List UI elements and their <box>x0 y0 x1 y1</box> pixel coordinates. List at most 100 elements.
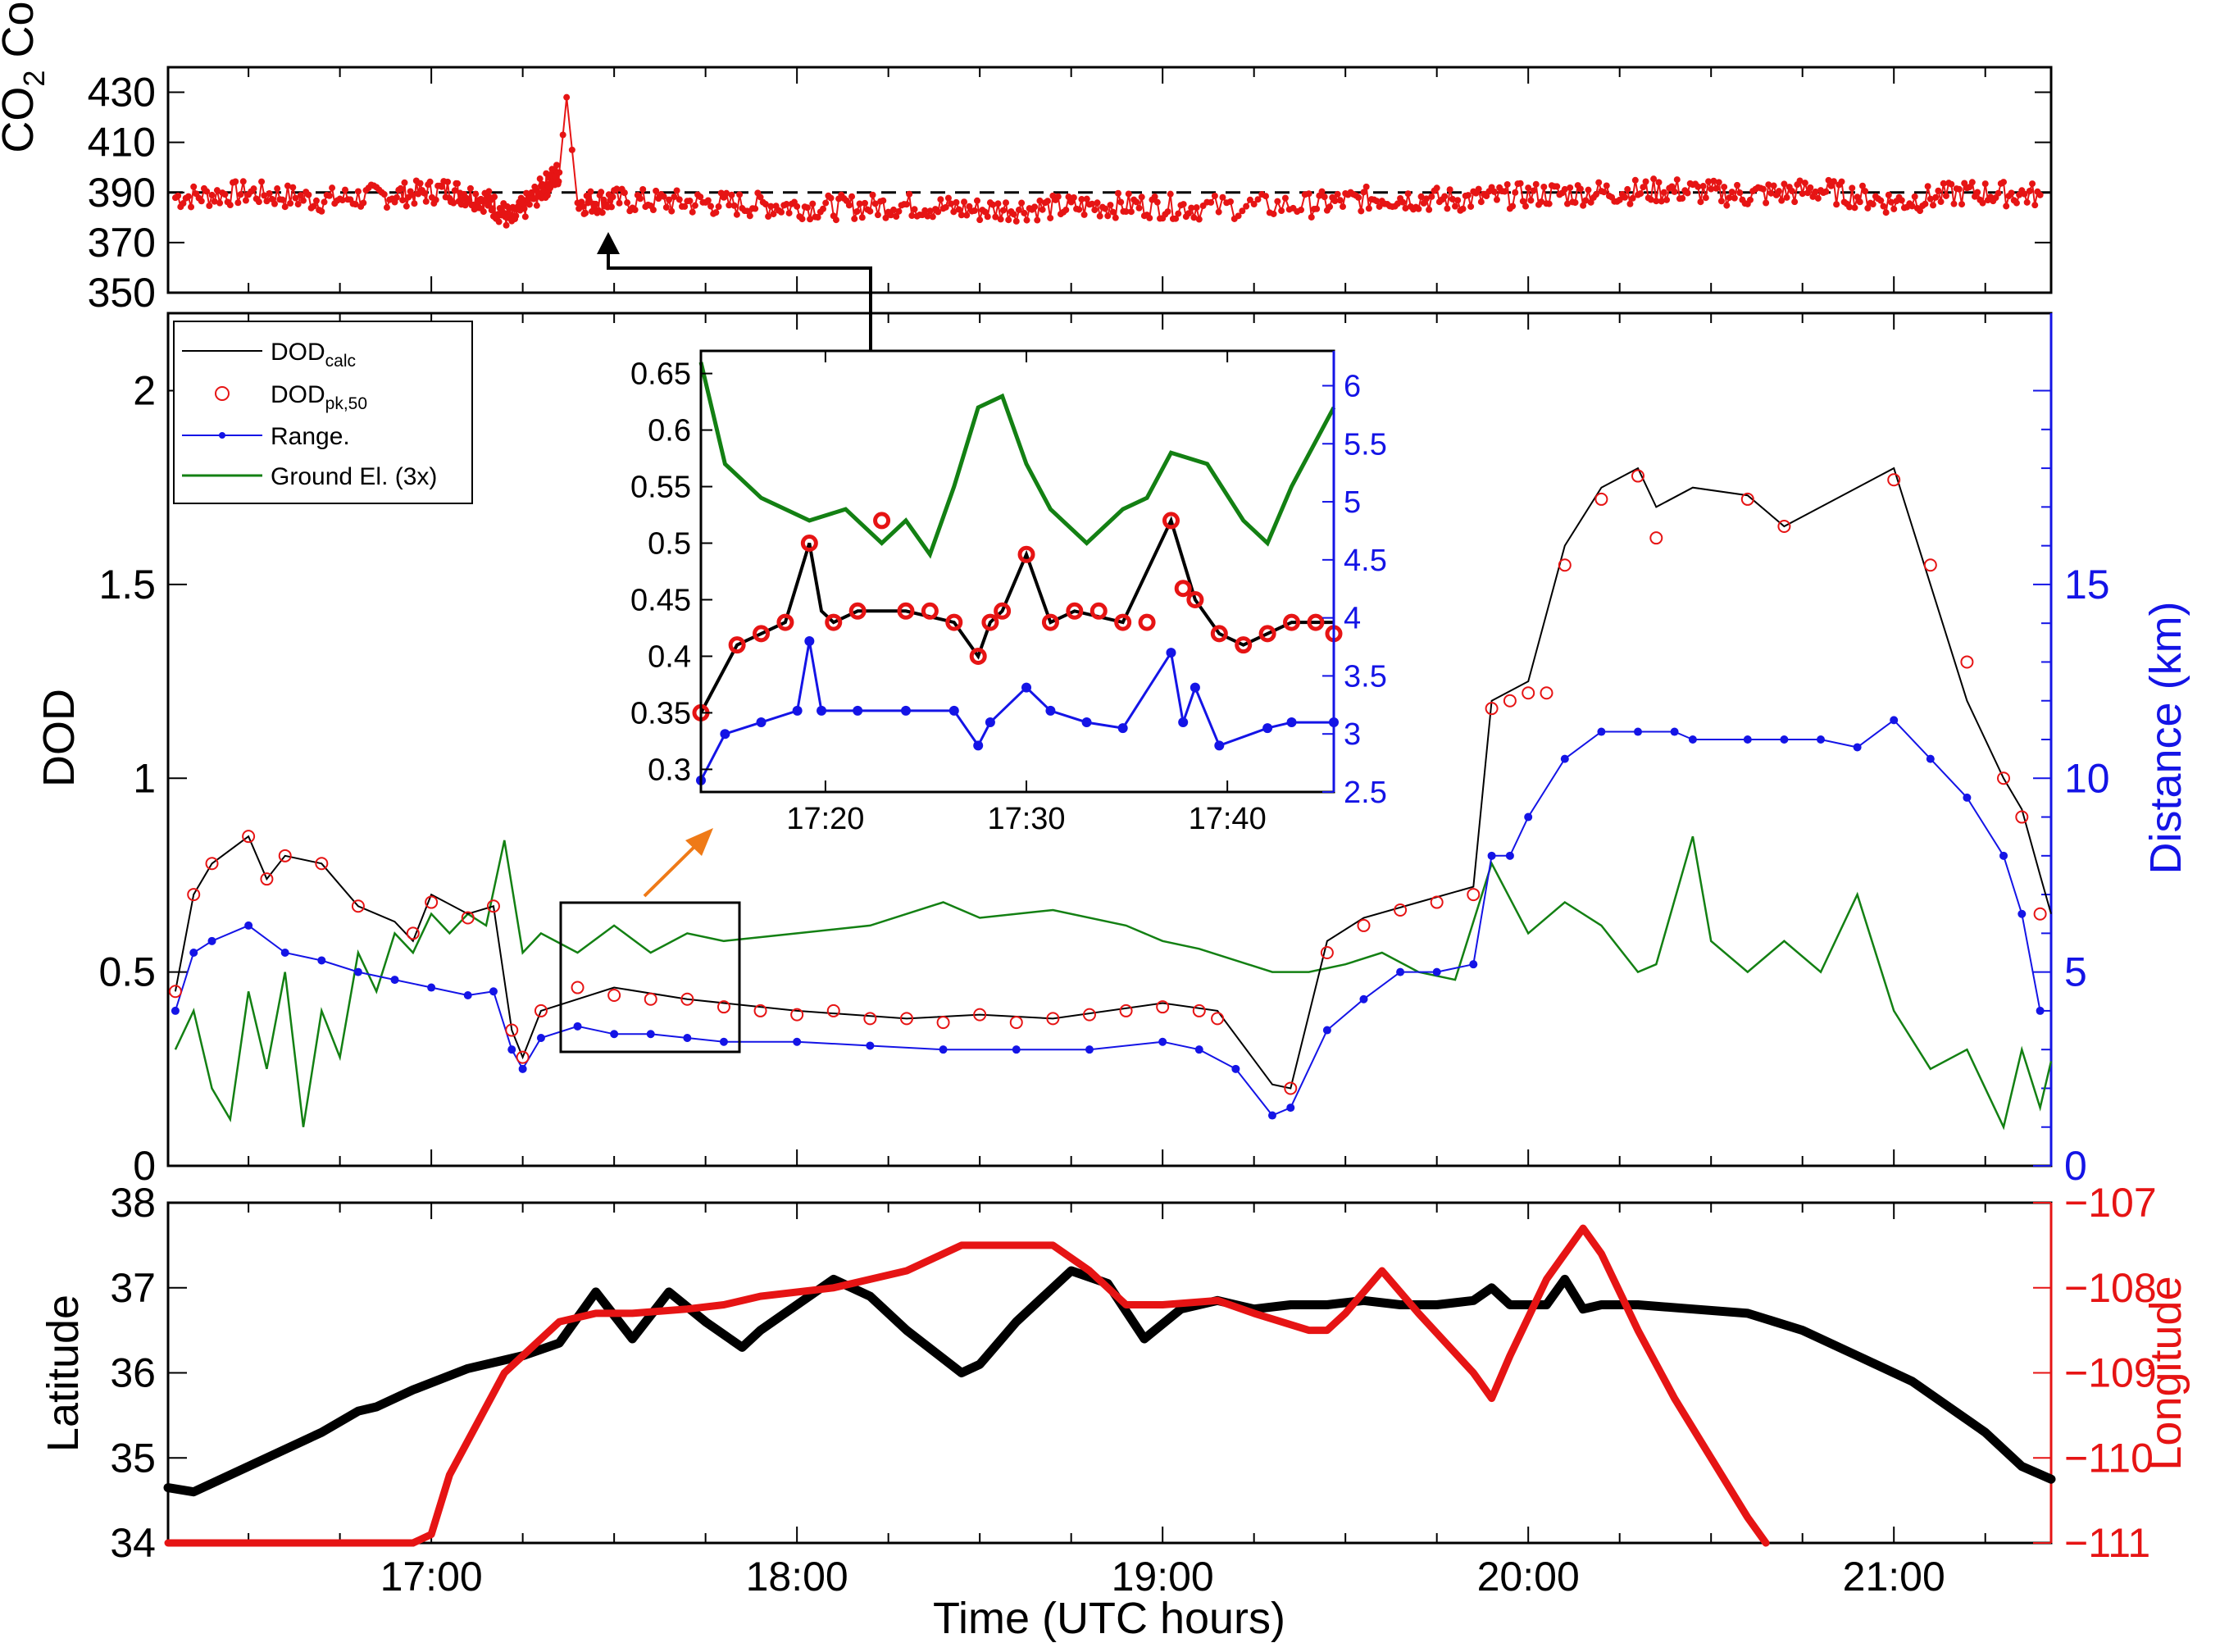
co2-point <box>1444 205 1451 212</box>
co2-point <box>544 192 551 199</box>
co2-point <box>1146 214 1153 221</box>
inset-y2tick-label: 3.5 <box>1344 659 1387 694</box>
co2-point <box>937 196 944 203</box>
inset-range-point <box>1214 740 1225 751</box>
inset-dod-pk50-point <box>1162 512 1180 530</box>
dod-pk50-point <box>168 985 182 999</box>
co2-point <box>234 199 242 207</box>
co2-point <box>1728 189 1735 196</box>
dod-pk50-point <box>1594 492 1608 506</box>
co2-point <box>1298 207 1305 214</box>
inset-dod-pk50-point <box>776 613 794 631</box>
co2-point <box>1305 190 1312 198</box>
co2-point <box>1039 206 1046 213</box>
co2-point <box>312 197 320 204</box>
co2-point <box>533 202 540 209</box>
co2-point <box>1358 207 1365 215</box>
range-point <box>1853 743 1862 752</box>
range-point <box>489 987 498 996</box>
co2-point <box>1917 207 1924 215</box>
dod-pk50-point <box>1320 946 1334 959</box>
dod-pk50-point <box>315 857 329 871</box>
co2-point <box>1759 185 1767 193</box>
co2-point <box>827 194 835 202</box>
co2-point <box>1503 180 1511 188</box>
co2-point <box>976 216 984 224</box>
co2-ylabel-sub: 2 <box>17 71 51 87</box>
range-point <box>1012 1045 1021 1054</box>
co2-point <box>871 200 879 207</box>
inset-series <box>692 362 1343 785</box>
legend: DODcalc DODpk,50 Range. Ground El. (3x) <box>173 321 473 504</box>
co2-point <box>203 188 211 195</box>
dod-pk50-point <box>1558 558 1572 572</box>
co2-point <box>310 203 317 210</box>
co2-point <box>1572 199 1579 207</box>
dod-pk50-point <box>936 1016 950 1030</box>
legend-label-ground-elevation: Ground El. (3x) <box>271 463 437 490</box>
co2-point <box>1243 203 1250 210</box>
dod-pk50-point <box>461 911 475 925</box>
co2-point <box>1647 196 1654 203</box>
co2-point <box>1864 204 1872 212</box>
inset-dod-pk50-point <box>1235 636 1253 654</box>
co2-point <box>707 203 715 210</box>
co2-point <box>1710 177 1717 184</box>
inset-range-point <box>1081 717 1092 728</box>
co2-point <box>1713 184 1720 192</box>
co2-point <box>1958 201 1966 208</box>
co2-point <box>1475 185 1482 193</box>
co2-point <box>1567 184 1574 191</box>
legend-label-dod-pk50: DODpk,50 <box>271 381 367 413</box>
co2-point <box>239 178 247 185</box>
dod-pk50-point <box>1997 771 2011 785</box>
co2-point <box>1937 198 1945 206</box>
inset-xtick-label: 17:30 <box>987 802 1065 836</box>
co2-point <box>232 178 239 185</box>
co2-point <box>1153 198 1161 206</box>
co2-point <box>1580 202 1587 209</box>
range-point <box>1999 851 2008 860</box>
range-point <box>507 1045 516 1054</box>
co2-point <box>255 198 262 206</box>
co2-point <box>339 197 346 204</box>
co2-point <box>1981 180 1989 188</box>
co2-point <box>1721 184 1728 191</box>
co2-point <box>2036 191 2044 198</box>
co2-point <box>1102 205 1109 212</box>
co2-point <box>1877 197 1885 204</box>
co2-point <box>691 202 698 209</box>
co2-point <box>426 178 434 185</box>
co2-point <box>1339 203 1346 211</box>
inset-y2tick-label: 3 <box>1344 717 1361 752</box>
co2-point <box>1047 214 1054 221</box>
longitude-ytick-label: −107 <box>2064 1180 2157 1226</box>
co2-point <box>2021 190 2028 198</box>
co2-point <box>587 188 594 195</box>
co2-point <box>1185 210 1193 217</box>
co2-point <box>671 193 678 201</box>
co2-point <box>1814 194 1822 202</box>
co2-point <box>563 93 571 101</box>
legend-swatch-range-dot <box>219 432 225 439</box>
dod-pk50-point <box>1631 469 1644 483</box>
co2-point <box>704 197 712 204</box>
co2-point <box>744 207 751 215</box>
co2-point <box>961 198 968 206</box>
dod-pk50-point <box>1649 531 1663 545</box>
co2-point <box>822 199 830 207</box>
range-point <box>1688 735 1697 744</box>
co2-point <box>1801 180 1808 187</box>
co2-point <box>1096 212 1103 220</box>
dod-pk50-point <box>899 1012 913 1026</box>
co2-point <box>287 200 294 207</box>
co2-point <box>712 209 720 216</box>
co2-point <box>592 200 599 207</box>
co2-point <box>1527 197 1535 204</box>
co2-point <box>409 191 416 198</box>
co2-point <box>1532 180 1540 188</box>
co2-point <box>1015 207 1022 214</box>
co2-point <box>1622 193 1629 201</box>
inset-range-point <box>1190 682 1200 693</box>
